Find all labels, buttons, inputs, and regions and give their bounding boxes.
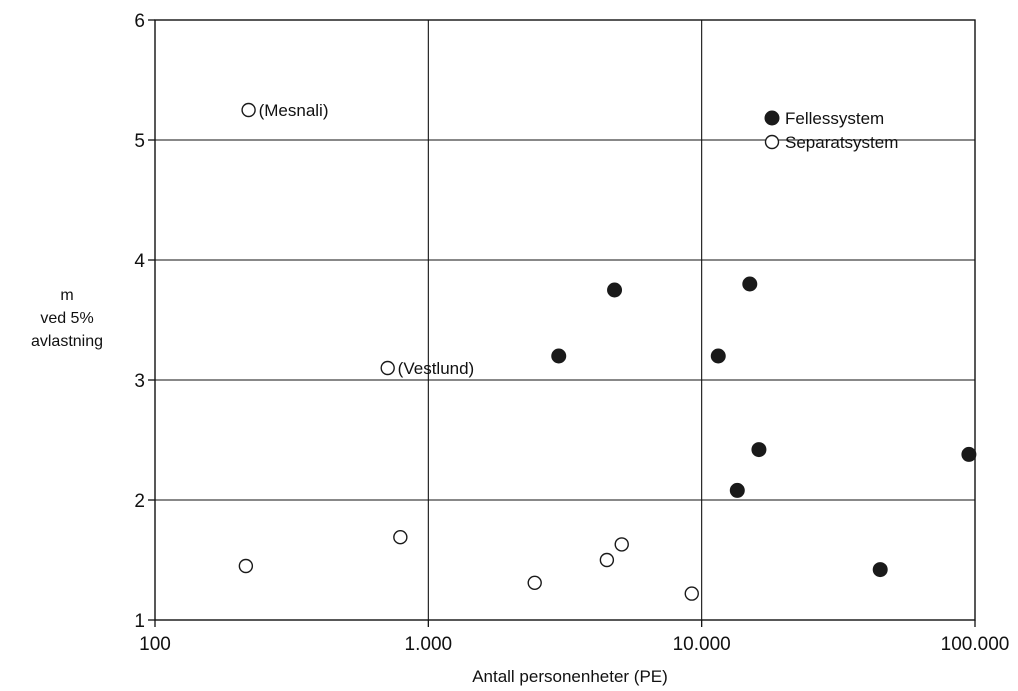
x-axis-ticks: 100 1.000 10.000 100.000 [139,620,1009,655]
x-tick-label: 1.000 [405,634,453,655]
fellessystem-point [751,442,767,458]
legend-label: Separatsystem [785,133,898,152]
y-tick-label: 1 [134,611,145,632]
point-annotation: (Vestlund) [398,359,475,378]
point-annotations: (Mesnali) (Vestlund) [259,101,475,378]
x-tick-label: 100 [139,634,171,655]
fellessystem-point [710,348,726,364]
grid-lines [155,20,975,620]
legend-marker [764,134,780,150]
y-axis-label-line: avlastning [31,333,103,350]
y-axis-label-line: m [60,287,73,304]
y-tick-label: 4 [134,251,145,272]
separatsystem-point [380,360,395,376]
x-tick-label: 10.000 [673,634,731,655]
separatsystem-point [241,102,256,118]
separatsystem-point [684,586,699,601]
plot-area-frame [154,19,976,621]
x-tick-label: 100.000 [941,634,1010,655]
fellessystem-point [742,276,758,292]
fellessystem-point [729,482,745,498]
y-axis-ticks: 1 2 3 4 5 6 [134,11,155,632]
y-tick-label: 2 [134,491,145,512]
legend-marker [764,110,780,126]
separatsystem-point [238,558,254,574]
y-axis-label: m ved 5% avlastning [31,287,103,350]
point-annotation: (Mesnali) [259,101,329,120]
y-tick-label: 3 [134,371,145,392]
data-points [238,102,977,601]
fellessystem-point [551,348,567,364]
y-axis-label-line: ved 5% [40,310,93,327]
legend: Fellessystem Separatsystem [764,109,898,152]
fellessystem-point [961,446,977,462]
separatsystem-point [614,537,629,552]
separatsystem-point [393,530,408,545]
separatsystem-point [527,575,542,590]
fellessystem-point [872,562,888,578]
y-tick-label: 6 [134,11,145,32]
legend-label: Fellessystem [785,109,884,128]
fellessystem-point [607,282,623,298]
y-tick-label: 5 [134,131,145,152]
separatsystem-point [599,552,615,568]
x-axis-label: Antall personenheter (PE) [472,667,668,686]
